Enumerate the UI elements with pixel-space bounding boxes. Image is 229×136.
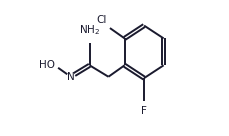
Text: Cl: Cl bbox=[97, 15, 107, 25]
Text: NH$_2$: NH$_2$ bbox=[79, 24, 100, 37]
Text: HO: HO bbox=[39, 60, 55, 70]
Text: N: N bbox=[67, 72, 75, 82]
Text: F: F bbox=[141, 106, 147, 116]
